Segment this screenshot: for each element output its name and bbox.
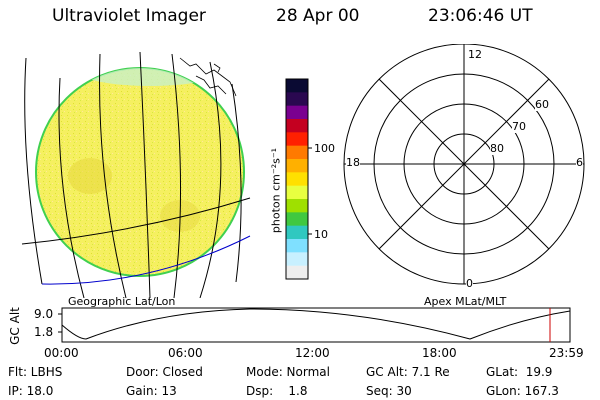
status-gain: Gain: 13 — [126, 384, 177, 398]
app-title: Ultraviolet Imager — [52, 6, 206, 26]
uv-earth-image — [21, 51, 251, 298]
mlat-label-60: 60 — [535, 98, 549, 111]
colorbar-cell — [286, 239, 308, 253]
time-tick-0000: 00:00 — [44, 346, 79, 360]
mlt-diagonal-2 — [378, 78, 550, 250]
coastline — [41, 235, 251, 285]
colorbar-cell — [286, 105, 308, 120]
colorbar-cell — [286, 172, 308, 187]
mlat-label-70: 70 — [512, 120, 526, 133]
colorbar-cell — [286, 79, 308, 93]
date-label: 28 Apr 00 — [276, 6, 360, 26]
altitude-ytick-1: 1.8 — [34, 325, 54, 339]
graticule — [21, 51, 251, 298]
colorbar — [285, 78, 312, 280]
altitude-strip-frame — [61, 307, 571, 343]
time-label: 23:06:46 UT — [428, 6, 533, 26]
colorbar-tick-label-100: 100 — [314, 142, 335, 155]
time-tick-0600: 06:00 — [168, 346, 203, 360]
altitude-strip — [58, 307, 571, 343]
altitude-axis-label: GC Alt — [7, 307, 22, 345]
status-filter: Flt: LBHS — [8, 365, 63, 379]
colorbar-cell — [286, 199, 308, 213]
colorbar-cell — [286, 252, 308, 267]
colorbar-cell — [286, 159, 308, 173]
disk-shading — [68, 68, 220, 232]
status-glon: GLon: 167.3 — [486, 384, 559, 398]
time-tick-1800: 18:00 — [422, 346, 457, 360]
colorbar-cell — [286, 132, 308, 147]
earth-disk — [35, 67, 245, 277]
status-door: Door: Closed — [126, 365, 203, 379]
mlt-label-18: 18 — [346, 156, 360, 169]
colorbar-cell — [286, 119, 308, 133]
colorbar-cell — [286, 212, 308, 227]
mlat-label-80: 80 — [490, 142, 504, 155]
mlt-label-12: 12 — [468, 48, 482, 61]
status-mode: Mode: Normal — [246, 365, 330, 379]
colorbar-frame — [285, 78, 309, 280]
land-outline — [179, 57, 237, 97]
right-panel-caption: Apex MLat/MLT — [424, 295, 507, 308]
colorbar-cell — [286, 225, 308, 240]
status-seq: Seq: 30 — [366, 384, 412, 398]
mlt-label-0: 0 — [466, 277, 473, 290]
polar-plot — [343, 44, 585, 285]
colorbar-cell — [286, 92, 308, 107]
altitude-curve — [61, 308, 571, 340]
time-tick-1200: 12:00 — [295, 346, 330, 360]
status-gc-alt: GC Alt: 7.1 Re — [366, 365, 450, 379]
colorbar-tick-label-10: 10 — [314, 228, 328, 241]
status-ip: IP: 18.0 — [8, 384, 54, 398]
status-glat: GLat: 19.9 — [486, 365, 553, 379]
colorbar-cell — [286, 145, 308, 160]
altitude-ytick-9: 9.0 — [34, 307, 54, 321]
colorbar-unit-label: photon cm⁻²s⁻¹ — [269, 147, 283, 234]
status-dsp: Dsp: 1.8 — [246, 384, 308, 398]
time-tick-2359: 23:59 — [549, 346, 584, 360]
left-panel-caption: Geographic Lat/Lon — [68, 295, 176, 308]
mlt-label-6: 6 — [576, 156, 583, 169]
colorbar-cell — [286, 265, 308, 280]
colorbar-cell — [286, 185, 308, 200]
